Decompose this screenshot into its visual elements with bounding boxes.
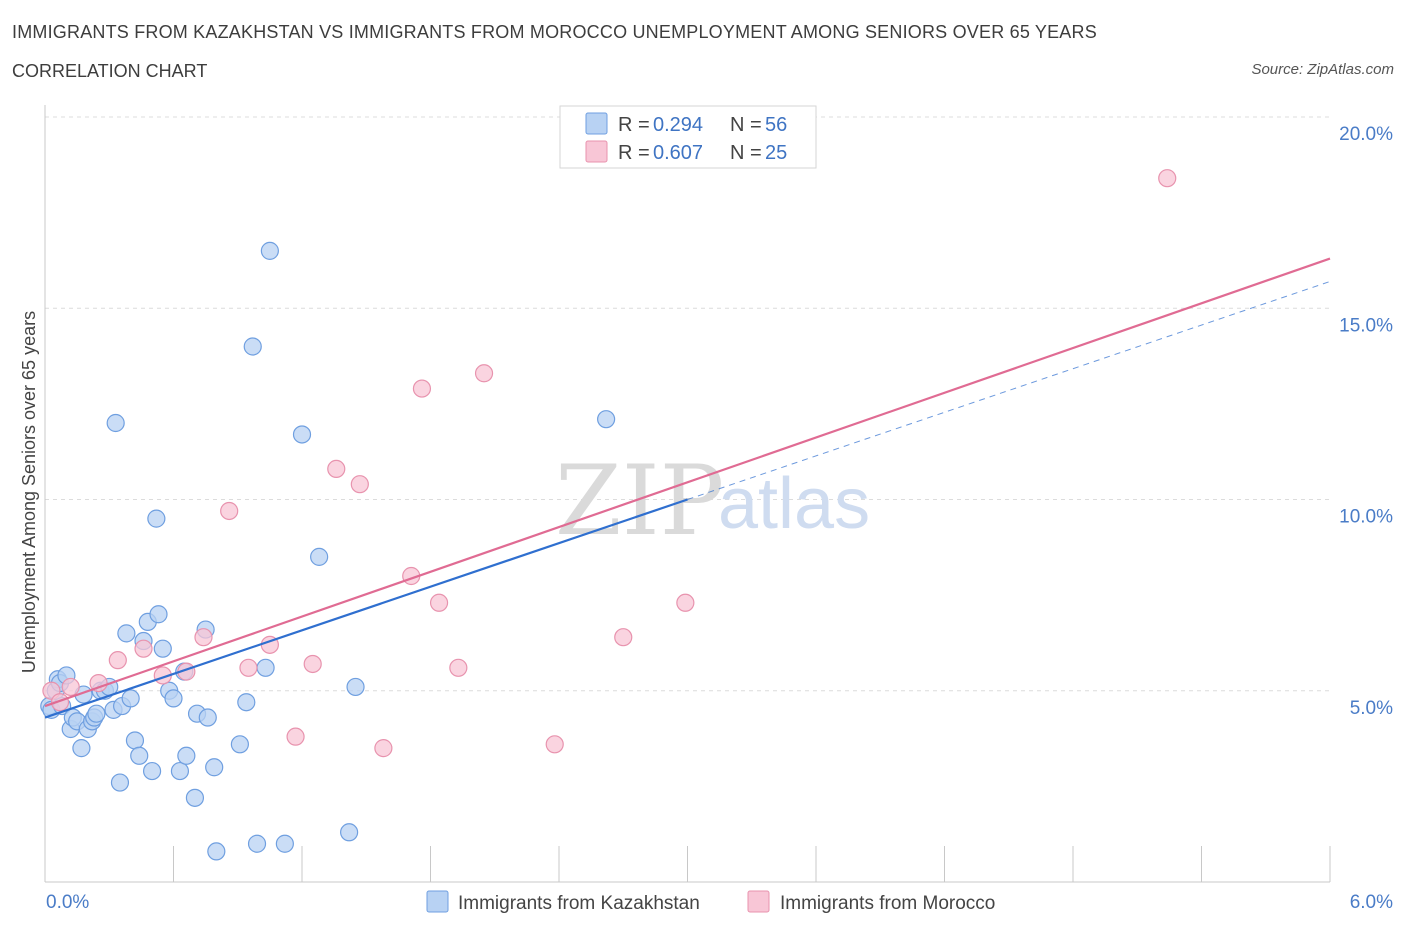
point-kazakhstan-26 — [130, 746, 149, 765]
point-morocco-15 — [350, 475, 369, 494]
point-kazakhstan-49 — [260, 241, 279, 260]
point-morocco-16 — [374, 739, 393, 758]
point-kazakhstan-48 — [256, 658, 275, 677]
series-label-kazakhstan: Immigrants from Kazakhstan — [458, 893, 700, 914]
point-kazakhstan-10 — [72, 739, 91, 758]
point-kazakhstan-54 — [346, 677, 365, 697]
point-kazakhstan-23 — [117, 624, 136, 643]
legend-r-value-morocco: 0.607 — [653, 142, 703, 164]
y-tick-label-3: 20.0% — [1339, 124, 1393, 145]
watermark-atlas: atlas — [718, 464, 870, 544]
correlation-legend: R = 0.294 N = 56 R = 0.607 N = 25 — [559, 105, 817, 169]
point-morocco-5 — [134, 639, 153, 658]
point-kazakhstan-20 — [106, 413, 125, 433]
chart-subtitle: CORRELATION CHART — [12, 61, 208, 81]
legend-r-label-morocco: R = — [618, 142, 650, 164]
y-tick-labels: 5.0% 10.0% 15.0% 20.0% — [1339, 124, 1393, 719]
watermark-zip: ZIP — [555, 445, 724, 557]
point-kazakhstan-25 — [125, 731, 145, 750]
point-morocco-9 — [220, 501, 239, 521]
point-morocco-25 — [1158, 169, 1177, 188]
trend-lines — [44, 257, 1331, 719]
axes — [44, 105, 1331, 883]
trend-line-kazakhstan-extension — [687, 281, 1331, 500]
legend-r-value-kazakhstan: 0.294 — [653, 114, 703, 136]
point-kazakhstan-45 — [237, 693, 256, 712]
watermark: ZIP atlas — [555, 445, 870, 557]
series-swatch-kazakhstan — [426, 890, 449, 913]
legend-swatch-kazakhstan — [585, 112, 608, 135]
point-morocco-18 — [412, 379, 432, 398]
y-axis-label: Unemployment Among Seniors over 65 years — [19, 311, 39, 673]
point-kazakhstan-38 — [185, 788, 205, 807]
point-kazakhstan-44 — [230, 735, 249, 754]
point-kazakhstan-24 — [121, 689, 140, 708]
point-kazakhstan-51 — [292, 425, 312, 444]
x-tick-label-max: 6.0% — [1350, 892, 1393, 913]
point-morocco-24 — [676, 593, 695, 612]
legend-n-value-kazakhstan: 56 — [765, 114, 787, 136]
legend-r-label-kazakhstan: R = — [618, 114, 650, 136]
point-kazakhstan-37 — [177, 746, 196, 765]
point-kazakhstan-41 — [198, 708, 217, 727]
point-morocco-21 — [474, 364, 494, 383]
point-kazakhstan-29 — [142, 761, 162, 781]
trend-line-morocco — [44, 257, 1331, 708]
point-morocco-13 — [303, 654, 322, 674]
point-kazakhstan-43 — [207, 842, 226, 861]
legend-n-label-kazakhstan: N = — [730, 114, 762, 136]
series-legend: Immigrants from Kazakhstan Immigrants fr… — [426, 890, 995, 914]
point-kazakhstan-30 — [147, 509, 166, 528]
point-morocco-4 — [108, 651, 127, 670]
point-kazakhstan-32 — [153, 639, 172, 658]
point-morocco-3 — [89, 673, 108, 693]
point-morocco-1 — [50, 693, 70, 712]
y-tick-label-2: 15.0% — [1339, 315, 1393, 336]
legend-n-value-morocco: 25 — [765, 142, 787, 164]
legend-swatch-morocco — [585, 140, 608, 163]
point-kazakhstan-46 — [243, 337, 262, 356]
point-kazakhstan-34 — [164, 689, 183, 708]
point-morocco-14 — [327, 459, 346, 478]
y-tick-label-1: 10.0% — [1339, 507, 1393, 528]
point-kazakhstan-52 — [310, 547, 329, 566]
point-morocco-2 — [61, 677, 80, 697]
point-morocco-19 — [429, 593, 449, 612]
chart-title: IMMIGRANTS FROM KAZAKHSTAN VS IMMIGRANTS… — [12, 22, 1097, 42]
point-morocco-23 — [614, 628, 633, 647]
y-tick-label-0: 5.0% — [1350, 698, 1393, 719]
point-kazakhstan-53 — [340, 823, 359, 842]
point-kazakhstan-55 — [597, 410, 616, 429]
series-swatch-morocco — [747, 890, 770, 913]
point-morocco-10 — [239, 658, 258, 677]
point-kazakhstan-35 — [170, 761, 190, 781]
x-tick-label-min: 0.0% — [46, 892, 89, 913]
point-kazakhstan-42 — [205, 758, 224, 777]
series-label-morocco: Immigrants from Morocco — [780, 893, 995, 914]
legend-n-label-morocco: N = — [730, 142, 762, 164]
trend-line-kazakhstan — [44, 498, 688, 719]
point-morocco-22 — [545, 735, 564, 754]
point-kazakhstan-31 — [149, 605, 168, 624]
point-morocco-20 — [449, 658, 468, 677]
point-kazakhstan-15 — [87, 704, 106, 723]
point-kazakhstan-21 — [110, 773, 130, 792]
point-kazakhstan-50 — [275, 834, 294, 853]
source-credit: Source: ZipAtlas.com — [1251, 61, 1394, 78]
point-morocco-8 — [194, 628, 213, 647]
x-tick-labels: 0.0% 6.0% — [46, 892, 1393, 913]
point-morocco-12 — [286, 727, 305, 746]
point-kazakhstan-47 — [247, 834, 267, 853]
